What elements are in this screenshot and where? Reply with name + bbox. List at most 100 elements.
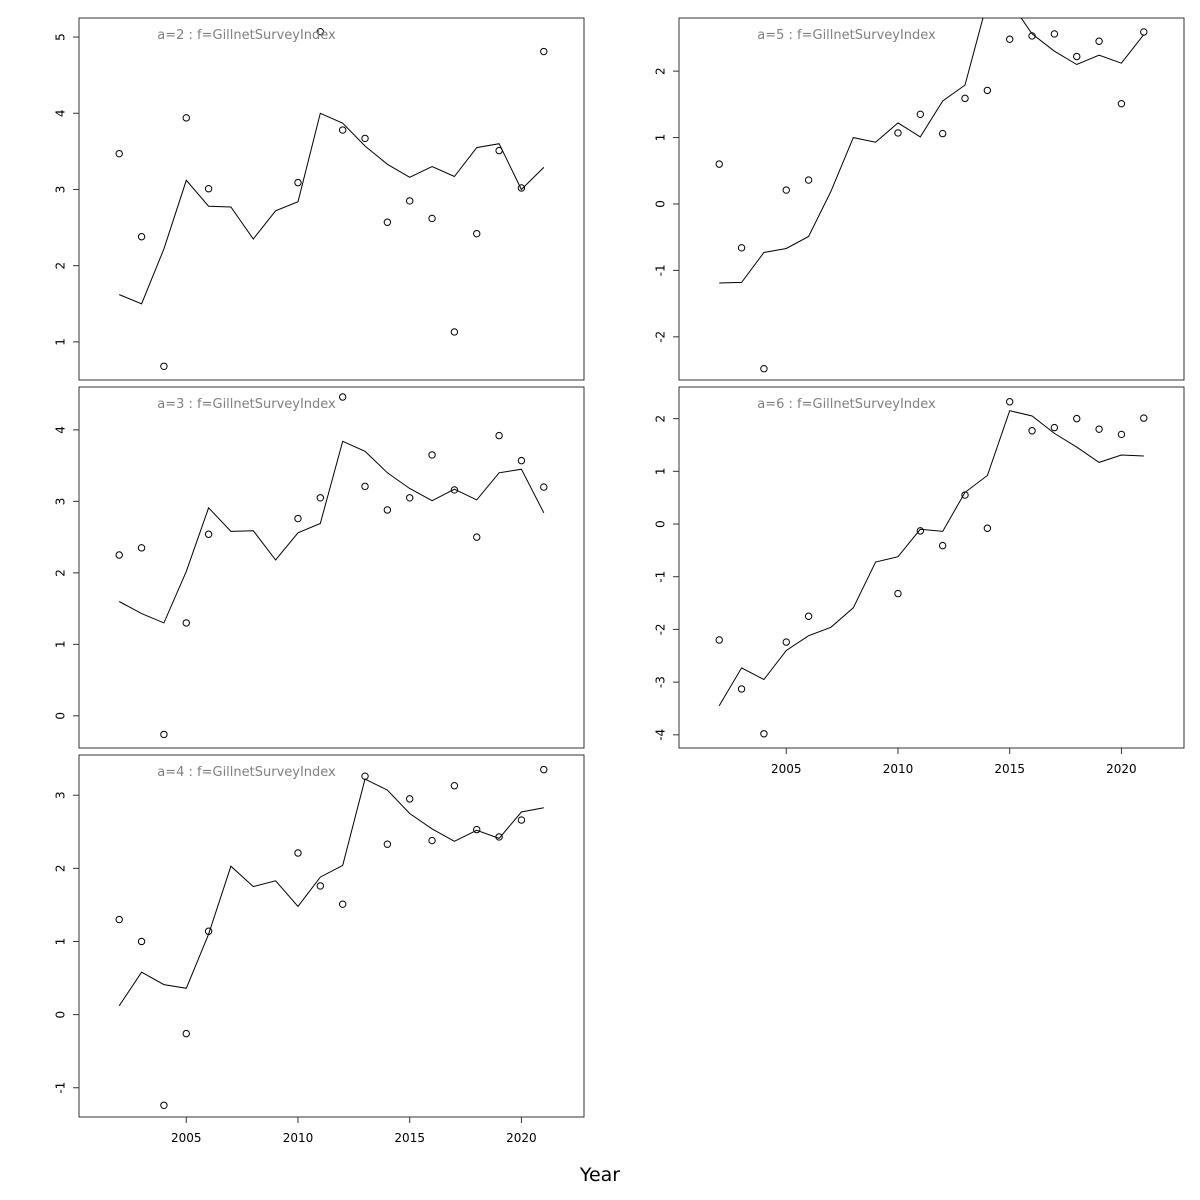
observed-point — [204, 927, 213, 935]
observed-point — [338, 126, 347, 134]
y-tick-label: 2 — [54, 262, 68, 270]
y-tick-label: -4 — [654, 729, 668, 741]
plot-frame — [678, 17, 1185, 381]
observed-point — [450, 328, 459, 336]
plot-frame — [678, 386, 1185, 749]
observed-point — [115, 149, 123, 158]
y-tick-label: 2 — [54, 865, 68, 873]
panel-title: a=6 : f=GillnetSurveyIndex — [757, 397, 936, 412]
y-tick-label: 1 — [54, 641, 68, 649]
observed-point — [517, 184, 526, 192]
chart-panel-1: 1 2 3 4 5 a=2 : f=GillnetSurveyIndex — [54, 17, 585, 381]
y-tick-label: 1 — [54, 338, 68, 346]
plot-frame — [78, 386, 585, 749]
observed-point — [495, 146, 503, 155]
observed-point — [137, 233, 146, 241]
observed-point — [160, 362, 168, 370]
observed-point — [1028, 427, 1036, 435]
observed-point — [406, 197, 414, 205]
observed-point — [1006, 35, 1014, 43]
observed-point — [894, 129, 902, 137]
observed-point — [916, 110, 925, 119]
x-tick-label: 2010 — [883, 762, 914, 776]
observed-point — [383, 840, 392, 848]
observed-point — [715, 636, 723, 644]
observed-point — [1095, 425, 1103, 433]
y-tick-label: 3 — [54, 791, 68, 799]
observed-point — [428, 836, 436, 845]
observed-point — [540, 483, 548, 491]
observed-point — [760, 365, 768, 373]
observed-point — [383, 218, 392, 226]
chart-panel-4: -2 -1 0 1 2 a=5 : f=GillnetSurveyIndex — [654, 17, 1185, 381]
panel-title: a=4 : f=GillnetSurveyIndex — [157, 765, 336, 780]
observed-point — [495, 833, 503, 841]
observed-point — [115, 915, 123, 924]
observed-point — [938, 129, 947, 138]
y-tick-label: -1 — [654, 571, 668, 583]
observed-point — [406, 795, 414, 803]
y-tick-label: 1 — [654, 468, 668, 476]
observed-point — [782, 638, 790, 646]
y-tick-label: 3 — [54, 186, 68, 194]
observed-point — [160, 730, 168, 739]
y-tick-label: -2 — [654, 331, 668, 343]
observed-point — [338, 393, 347, 401]
observed-point — [540, 47, 548, 56]
observed-point — [782, 186, 790, 194]
observed-point — [361, 772, 369, 780]
observed-point — [204, 185, 213, 193]
observed-point — [316, 882, 325, 890]
observed-point — [804, 176, 813, 184]
observed-point — [428, 214, 436, 223]
panel-title: a=3 : f=GillnetSurveyIndex — [157, 397, 336, 412]
chart-panel-2: 0 1 2 3 4 a=3 : f=GillnetSurveyIndex — [54, 386, 585, 749]
observed-point — [961, 491, 969, 499]
y-tick-label: 4 — [54, 109, 68, 117]
observed-point — [137, 544, 146, 552]
fitted-line — [118, 778, 544, 1007]
plot-frame — [78, 754, 585, 1118]
y-tick-label: 0 — [654, 200, 668, 208]
y-tick-label: -3 — [654, 676, 668, 688]
observed-point — [473, 825, 481, 834]
observed-point — [1117, 430, 1126, 439]
observed-point — [473, 229, 481, 238]
y-tick-label: 0 — [54, 712, 68, 720]
observed-point — [1140, 414, 1148, 422]
observed-point — [383, 506, 392, 514]
y-tick-label: 0 — [54, 1011, 68, 1019]
observed-point — [517, 816, 526, 824]
observed-point — [540, 765, 548, 774]
observed-point — [983, 86, 992, 95]
observed-point — [316, 494, 325, 502]
observed-point — [1006, 398, 1014, 406]
observed-point — [473, 533, 481, 541]
observed-point — [450, 486, 459, 494]
y-tick-label: 5 — [54, 33, 68, 41]
observed-point — [338, 900, 347, 908]
y-tick-label: 3 — [54, 498, 68, 506]
observed-point — [1095, 37, 1103, 45]
y-tick-label: -1 — [54, 1082, 68, 1094]
observed-point — [938, 541, 947, 550]
observed-point — [361, 482, 369, 491]
y-tick-label: 1 — [654, 134, 668, 142]
panel-title: a=5 : f=GillnetSurveyIndex — [757, 28, 936, 43]
observed-point — [916, 527, 925, 535]
observed-point — [1073, 52, 1081, 61]
observed-point — [715, 160, 723, 168]
y-tick-label: 4 — [54, 426, 68, 434]
observed-point — [737, 244, 746, 252]
observed-point — [294, 849, 302, 857]
x-tick-label: 2015 — [394, 1131, 425, 1145]
y-tick-label: 2 — [54, 569, 68, 577]
observed-point — [428, 451, 436, 459]
fitted-line — [119, 112, 545, 305]
y-tick-label: 2 — [654, 67, 668, 75]
chart-panel-5: -4 -3 -2 -1 0 1 2 2005 2010 2015 2020 a=6 : f=Gilln… — [654, 386, 1185, 776]
observed-point — [160, 1101, 168, 1109]
observed-point — [1117, 99, 1126, 108]
plot-frame — [78, 17, 585, 381]
